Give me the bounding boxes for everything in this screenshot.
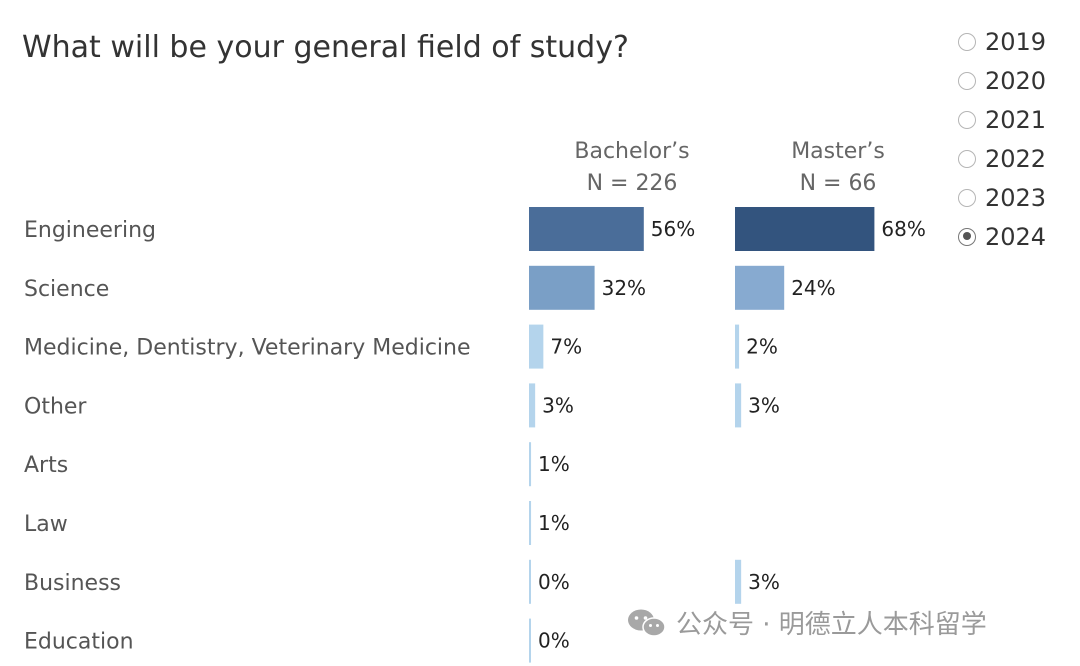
- masters-bar: [735, 324, 740, 369]
- chart-title: What will be your general field of study…: [22, 30, 629, 65]
- bachelors-bar: [529, 383, 536, 428]
- year-option-label: 2021: [985, 105, 1047, 134]
- bachelors-bar: [529, 324, 544, 369]
- bachelors-value-label: 0%: [538, 570, 570, 594]
- masters-bar: [735, 383, 742, 428]
- category-label: Business: [24, 571, 121, 596]
- bachelors-value-label: 56%: [651, 217, 695, 241]
- radio-button[interactable]: [958, 32, 976, 51]
- radio-button[interactable]: [958, 110, 976, 129]
- bachelors-value-label: 1%: [538, 452, 570, 476]
- category-label: Other: [24, 394, 87, 419]
- year-option-2024[interactable]: 2024: [958, 217, 1046, 256]
- bachelors-bar: [529, 265, 595, 310]
- category-label: Arts: [24, 453, 68, 478]
- watermark: 公众号 · 明德立人本科留学: [626, 604, 987, 641]
- year-option-label: 2022: [985, 144, 1047, 173]
- wechat-icon: [628, 609, 666, 637]
- category-label: Law: [24, 512, 68, 537]
- masters-value-label: 24%: [791, 276, 835, 300]
- bachelors-value-label: 1%: [538, 511, 570, 535]
- year-option-label: 2023: [985, 183, 1047, 212]
- bachelors-series-name: Bachelor’s: [574, 139, 690, 164]
- bachelors-value-label: 7%: [550, 335, 582, 359]
- masters-bar: [735, 559, 742, 604]
- bachelors-bar: [529, 501, 532, 545]
- bar-chart: Engineering 56% 68% Science 32% 24% Medicine, …: [24, 207, 926, 663]
- masters-bar: [735, 265, 785, 310]
- category-label: Education: [24, 630, 134, 655]
- bachelors-value-label: 32%: [602, 276, 646, 300]
- year-option-label: 2020: [985, 66, 1047, 95]
- category-label: Science: [24, 277, 109, 302]
- bachelors-sample-size: N = 226: [586, 171, 678, 196]
- masters-bar: [735, 207, 875, 251]
- masters-column-header: Master’s N = 66: [728, 136, 948, 200]
- radio-button[interactable]: [958, 71, 976, 90]
- masters-value-label: 68%: [881, 217, 925, 241]
- category-label: Medicine, Dentistry, Veterinary Medicine: [24, 336, 471, 361]
- radio-button[interactable]: [958, 227, 976, 246]
- masters-value-label: 3%: [748, 570, 780, 594]
- bachelors-bar: [529, 618, 531, 663]
- bachelors-column-header: Bachelor’s N = 226: [522, 136, 742, 200]
- category-label: Engineering: [24, 218, 156, 243]
- year-option-2020[interactable]: 2020: [958, 61, 1046, 100]
- bachelors-bar: [529, 442, 532, 487]
- bachelors-value-label: 0%: [538, 629, 570, 653]
- watermark-text: 公众号 · 明德立人本科留学: [676, 610, 987, 640]
- year-option-2022[interactable]: 2022: [958, 139, 1046, 178]
- bachelors-bar: [529, 207, 644, 251]
- year-option-2023[interactable]: 2023: [958, 178, 1046, 217]
- year-option-label: 2024: [985, 222, 1047, 251]
- masters-series-name: Master’s: [791, 139, 885, 164]
- masters-sample-size: N = 66: [799, 171, 877, 196]
- year-option-2019[interactable]: 2019: [958, 22, 1046, 61]
- masters-value-label: 3%: [748, 393, 780, 417]
- year-option-2021[interactable]: 2021: [958, 100, 1046, 139]
- radio-button[interactable]: [958, 149, 976, 168]
- bachelors-value-label: 3%: [542, 393, 574, 417]
- year-option-label: 2019: [985, 27, 1047, 56]
- bachelors-bar: [529, 559, 531, 604]
- year-filter[interactable]: 2019 2020 2021 2022 2023 2024: [958, 22, 1046, 256]
- radio-button[interactable]: [958, 188, 976, 207]
- masters-value-label: 2%: [746, 335, 778, 359]
